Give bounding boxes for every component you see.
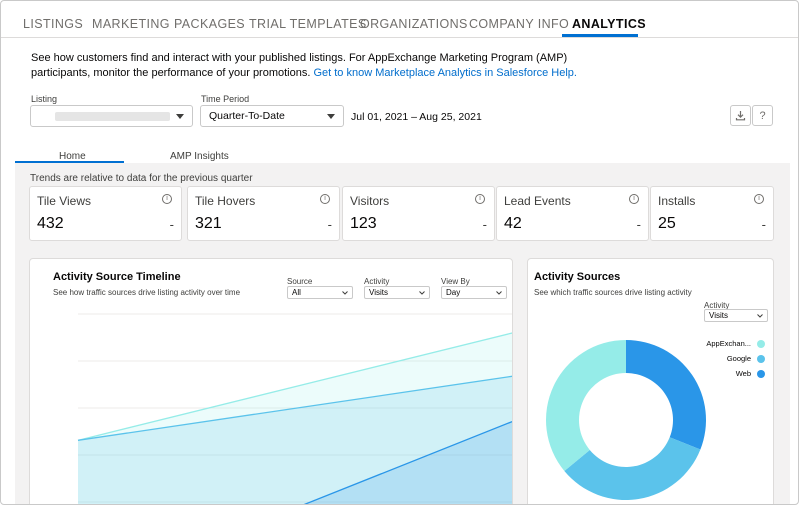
legend-label: Google	[726, 354, 751, 363]
help-button[interactable]: ?	[752, 105, 773, 126]
legend-swatch	[757, 369, 765, 378]
sources-activity-label: Activity	[704, 301, 730, 310]
series-area-0	[78, 333, 512, 504]
legend-item-web[interactable]: Web	[736, 369, 765, 378]
legend-swatch	[757, 354, 765, 363]
intro-description: See how customers find and interact with…	[31, 52, 568, 79]
time-period-label: Time Period	[201, 94, 250, 104]
kpi-trend: -	[761, 217, 766, 232]
kpi-installs: Installs i 25 -	[650, 186, 774, 241]
donut-slice[interactable]	[626, 340, 706, 450]
download-icon	[735, 111, 746, 121]
kpi-title: Visitors	[350, 194, 390, 208]
trend-note: Trends are relative to data for the prev…	[30, 173, 253, 184]
timeline-subtitle: See how traffic sources drive listing ac…	[53, 288, 241, 297]
tab-packages[interactable]: PACKAGES	[174, 17, 246, 31]
sources-activity-value: Visits	[709, 311, 728, 320]
kpi-trend: -	[169, 217, 174, 232]
timeline-chart	[77, 313, 513, 505]
source-label: Source	[287, 277, 313, 286]
chevron-down-icon	[342, 291, 348, 295]
chevron-down-icon	[496, 291, 502, 295]
active-tab-indicator	[562, 34, 638, 37]
kpi-tile-views: Tile Views i 432 -	[29, 186, 182, 241]
source-value: All	[292, 288, 301, 297]
tab-analytics[interactable]: ANALYTICS	[572, 17, 646, 31]
time-period-select[interactable]: Quarter-To-Date	[200, 105, 344, 127]
donut-slice[interactable]	[564, 437, 701, 500]
listing-select[interactable]	[30, 105, 193, 127]
legend-item-google[interactable]: Google	[727, 354, 765, 363]
series-line-1[interactable]	[77, 375, 513, 441]
kpi-value: 432	[37, 215, 64, 232]
kpi-value: 25	[658, 215, 676, 232]
legend-item-appexchange[interactable]: AppExchan...	[706, 339, 765, 348]
kpi-trend: -	[636, 217, 641, 232]
kpi-value: 123	[350, 215, 377, 232]
chevron-down-icon	[757, 314, 763, 318]
kpi-title: Tile Hovers	[195, 194, 256, 208]
series-line-0[interactable]	[77, 332, 513, 441]
time-period-value: Quarter-To-Date	[209, 110, 285, 122]
kpi-value: 42	[504, 215, 522, 232]
date-range: Jul 01, 2021 – Aug 25, 2021	[351, 111, 482, 123]
timeline-title: Activity Source Timeline	[53, 271, 181, 283]
kpi-title: Tile Views	[37, 194, 92, 208]
legend-label: AppExchan...	[706, 339, 751, 348]
kpi-visitors: Visitors i 123 -	[342, 186, 495, 241]
info-icon[interactable]: i	[162, 194, 172, 204]
viewby-value: Day	[446, 288, 461, 297]
info-icon[interactable]: i	[629, 194, 639, 204]
activity-value: Visits	[369, 288, 388, 297]
kpi-title: Installs	[658, 194, 696, 208]
series-area-1	[78, 376, 512, 504]
activity-source-timeline-card: Activity Source Timeline See how traffic…	[29, 258, 513, 505]
subtab-home[interactable]: Home	[59, 151, 86, 162]
sources-donut-chart	[546, 340, 706, 500]
dashboard: Trends are relative to data for the prev…	[15, 163, 790, 505]
chevron-down-icon	[419, 291, 425, 295]
info-icon[interactable]: i	[754, 194, 764, 204]
tab-marketing[interactable]: MARKETING	[92, 17, 170, 31]
source-select[interactable]: All	[287, 286, 353, 299]
activity-sources-card: Activity Sources See which traffic sourc…	[527, 258, 774, 504]
legend-swatch	[757, 339, 765, 348]
sources-activity-select[interactable]: Visits	[704, 309, 768, 322]
sources-subtitle: See which traffic sources drive listing …	[534, 288, 692, 297]
tab-trial-templates[interactable]: TRIAL TEMPLATES	[249, 17, 367, 31]
chevron-down-icon	[327, 114, 335, 119]
intro-text: See how customers find and interact with…	[31, 51, 591, 81]
listing-value-redacted	[55, 112, 170, 121]
kpi-value: 321	[195, 215, 222, 232]
info-icon[interactable]: i	[475, 194, 485, 204]
viewby-label: View By	[441, 277, 470, 286]
subtab-amp-insights[interactable]: AMP Insights	[170, 151, 229, 162]
donut-slice[interactable]	[546, 340, 626, 471]
top-navigation: LISTINGS MARKETING PACKAGES TRIAL TEMPLA…	[1, 1, 798, 38]
legend-label: Web	[735, 369, 751, 378]
series-line-2[interactable]	[78, 419, 513, 505]
sources-title: Activity Sources	[534, 271, 621, 283]
help-link[interactable]: Get to know Marketplace Analytics in Sal…	[313, 67, 577, 79]
kpi-title: Lead Events	[504, 194, 571, 208]
tab-organizations[interactable]: ORGANIZATIONS	[360, 17, 468, 31]
tab-company-info[interactable]: COMPANY INFO	[469, 17, 570, 31]
active-subtab-indicator	[15, 161, 124, 163]
dashboard-subtabs: Home AMP Insights	[15, 147, 786, 163]
activity-label: Activity	[364, 277, 390, 286]
download-button[interactable]	[730, 105, 751, 126]
kpi-trend: -	[327, 217, 332, 232]
viewby-select[interactable]: Day	[441, 286, 507, 299]
chevron-down-icon	[176, 114, 184, 119]
kpi-lead-events: Lead Events i 42 -	[496, 186, 649, 241]
kpi-trend: -	[482, 217, 487, 232]
tab-listings[interactable]: LISTINGS	[23, 17, 84, 31]
listing-label: Listing	[31, 94, 58, 104]
kpi-tile-hovers: Tile Hovers i 321 -	[187, 186, 340, 241]
activity-select[interactable]: Visits	[364, 286, 430, 299]
info-icon[interactable]: i	[320, 194, 330, 204]
